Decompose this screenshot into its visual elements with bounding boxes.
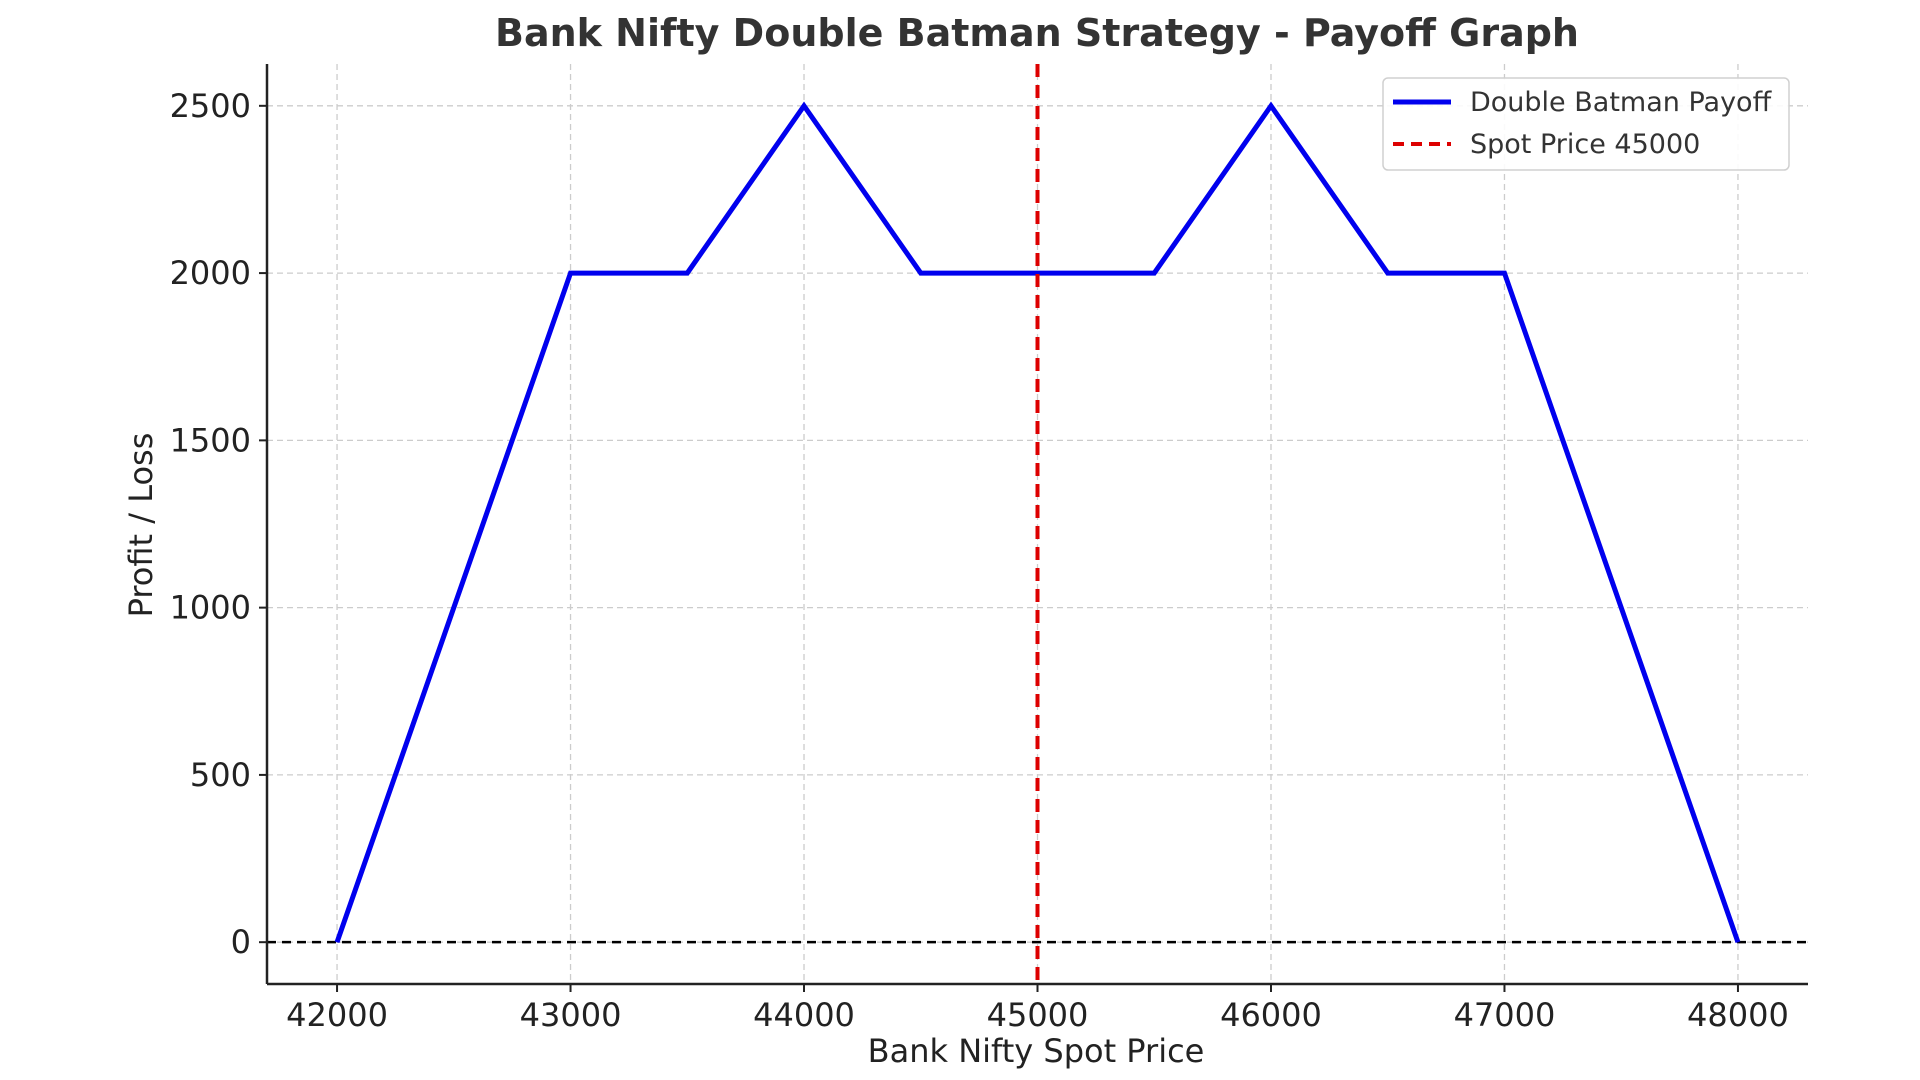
- x-tick-label: 43000: [520, 996, 622, 1034]
- payoff-point: [920, 272, 922, 274]
- x-tick-label: 42000: [286, 996, 388, 1034]
- y-tick-label: 1500: [170, 421, 251, 459]
- x-tick-label: 48000: [1687, 996, 1789, 1034]
- y-tick-label: 2000: [170, 254, 251, 292]
- x-tick-label: 45000: [987, 996, 1089, 1034]
- payoff-point: [1737, 941, 1739, 943]
- legend-label: Spot Price 45000: [1470, 129, 1700, 160]
- y-tick-label: 1000: [170, 589, 251, 627]
- x-tick-label: 44000: [753, 996, 855, 1034]
- legend-box: [1382, 77, 1790, 171]
- chart-title: Bank Nifty Double Batman Strategy - Payo…: [495, 11, 1579, 55]
- payoff-point: [803, 105, 805, 107]
- payoff-point: [570, 272, 572, 274]
- y-tick-label: 2500: [170, 87, 251, 125]
- y-tick-label: 0: [231, 923, 251, 961]
- x-axis-label: Bank Nifty Spot Price: [868, 1032, 1205, 1070]
- payoff-point: [1387, 272, 1389, 274]
- payoff-point: [1270, 105, 1272, 107]
- x-tick-label: 47000: [1454, 996, 1556, 1034]
- series-layer: [334, 101, 1741, 944]
- y-tick-label: 500: [190, 756, 251, 794]
- payoff-point: [1503, 272, 1505, 274]
- tick-labels: 42000 43000 44000 45000 46000 47000 48000 0 500 1…: [170, 87, 1789, 1034]
- payoff-point: [336, 941, 338, 943]
- x-tick-label: 46000: [1220, 996, 1322, 1034]
- payoff-point: [1153, 272, 1155, 274]
- legend: Double Batman Payoff Spot Price 45000: [1382, 77, 1790, 171]
- y-axis-label: Profit / Loss: [122, 433, 160, 618]
- payoff-line: [334, 101, 1741, 944]
- legend-label: Double Batman Payoff: [1470, 87, 1773, 118]
- payoff-point: [686, 272, 688, 274]
